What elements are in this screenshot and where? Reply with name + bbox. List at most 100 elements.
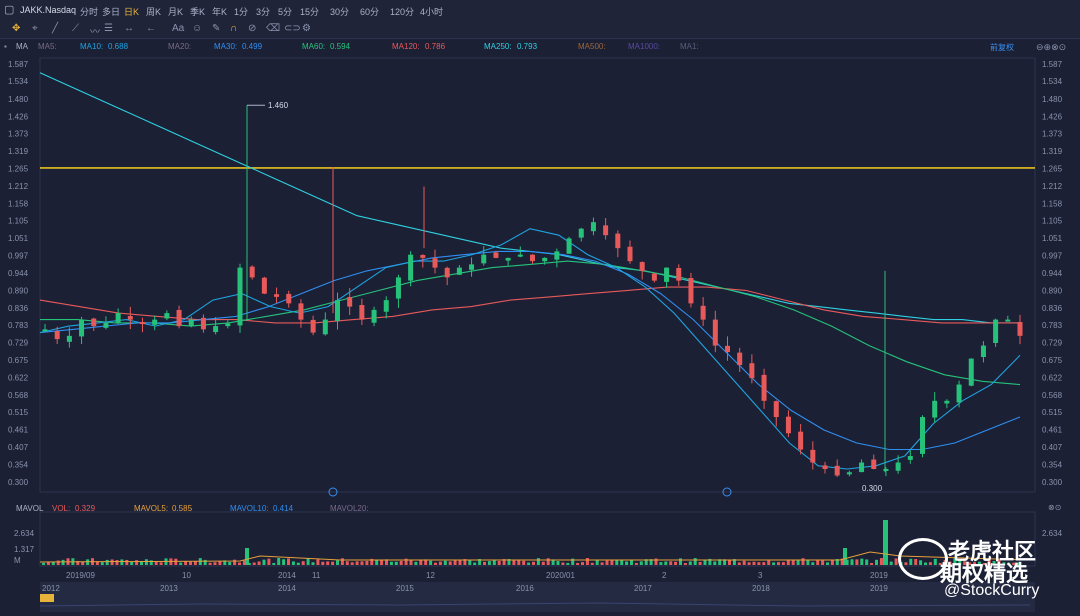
vol-bar-155 — [801, 558, 805, 565]
vol-bar-79 — [429, 560, 433, 565]
y-tick-left-5: 1.319 — [8, 147, 29, 156]
event-marker-2 — [722, 487, 732, 497]
ma-item-name-2[interactable]: MA20: — [168, 42, 192, 51]
candle-body-36 — [481, 254, 487, 264]
panel-buttons-icon[interactable]: ⊖⊕⊗⊙ — [1036, 42, 1067, 52]
ma-item-name-8[interactable]: MA1000: — [628, 42, 661, 51]
ma-item-name-3[interactable]: MA30: — [214, 42, 238, 51]
symbol-label[interactable]: JAKK.Nasdaq — [20, 5, 77, 15]
arrow-icon[interactable]: ← — [146, 23, 156, 34]
period-tab-14[interactable]: 4小时 — [420, 7, 444, 17]
period-tab-3[interactable]: 周K — [146, 7, 162, 17]
crosshair-icon[interactable]: ✥ — [12, 23, 21, 34]
pencil-icon[interactable]: ✎ — [212, 23, 221, 34]
emoji-icon[interactable]: ☺ — [192, 23, 203, 34]
ma-item-name-7[interactable]: MA500: — [578, 42, 606, 51]
candle-body-72 — [920, 417, 925, 454]
vol-item-name-0[interactable]: VOL: — [52, 504, 71, 513]
period-tab-13[interactable]: 120分 — [390, 7, 415, 17]
vol-item-name-3[interactable]: MAVOL20: — [330, 504, 369, 513]
vol-spike-1 — [245, 548, 249, 565]
vol-bar-199 — [1017, 562, 1021, 565]
vol-item-name-2[interactable]: MAVOL10: — [230, 504, 269, 513]
vol-bar-108 — [571, 558, 575, 565]
y-tick-right-20: 0.515 — [1042, 408, 1063, 417]
period-tab-5[interactable]: 季K — [190, 7, 206, 17]
vol-bar-168 — [865, 559, 869, 565]
x-label-bottom-4: 2016 — [516, 584, 534, 593]
vol-bar-116 — [610, 560, 614, 565]
vol-bar-11 — [95, 561, 99, 565]
period-tab-0[interactable]: 分时 — [80, 7, 99, 17]
vol-bar-112 — [590, 562, 594, 565]
candle-body-40 — [530, 254, 535, 262]
vol-bar-136 — [708, 558, 712, 565]
vol-bar-68 — [375, 560, 379, 565]
vol-bar-109 — [576, 562, 580, 565]
ma-item-name-5[interactable]: MA120: — [392, 42, 420, 51]
ma-toggle-icon[interactable]: ▪ — [4, 42, 7, 51]
mavol5-line — [39, 551, 1031, 563]
vol-bar-156 — [806, 560, 810, 565]
candle-body-63 — [810, 449, 816, 463]
line-icon[interactable]: ╱ — [52, 23, 59, 34]
ray-icon[interactable]: ⟋ — [72, 23, 79, 34]
measure-icon[interactable]: ↔ — [124, 23, 134, 34]
vol-bar-192 — [982, 562, 986, 565]
period-tab-2[interactable]: 日K — [124, 7, 140, 17]
period-tab-11[interactable]: 30分 — [330, 7, 350, 17]
ma-item-name-0[interactable]: MA5: — [38, 42, 57, 51]
drawing-toolbar: ✥ ⌖ ╱ ⟋ 〰 ☰ ↔ ← Aa ☺ ✎ ∩ ⊘ ⌫ ⊂⊃ ⚙ — [0, 20, 1080, 39]
lock-icon[interactable]: ⊘ — [248, 23, 257, 34]
magnet-icon[interactable]: ∩ — [230, 23, 238, 34]
vol-bar-40 — [238, 562, 241, 565]
window-icon[interactable]: ▢ — [4, 4, 15, 16]
period-tab-6[interactable]: 年K — [212, 7, 228, 17]
vol-bar-104 — [551, 559, 555, 565]
vol-bar-12 — [100, 562, 104, 565]
text-icon[interactable]: Aa — [172, 23, 185, 34]
vol-bar-53 — [301, 561, 305, 565]
vol-bar-118 — [620, 559, 624, 565]
y-tick-right-21: 0.461 — [1042, 426, 1063, 435]
period-tab-7[interactable]: 1分 — [234, 7, 249, 17]
wave-icon[interactable]: 〰 — [90, 27, 100, 38]
ma-item-name-9[interactable]: MA1: — [680, 42, 699, 51]
period-tab-12[interactable]: 60分 — [360, 7, 380, 17]
candle-body-53 — [688, 277, 694, 304]
ma-item-name-1[interactable]: MA10: — [80, 42, 104, 51]
cursor-icon[interactable]: ⌖ — [32, 23, 38, 34]
candle-body-12 — [188, 319, 194, 326]
channel-icon[interactable]: ☰ — [104, 23, 113, 34]
vol-item-name-1[interactable]: MAVOL5: — [134, 504, 169, 513]
vol-bar-97 — [517, 559, 521, 565]
period-tab-10[interactable]: 15分 — [300, 7, 320, 17]
period-tab-9[interactable]: 5分 — [278, 7, 293, 17]
candle-body-60 — [773, 401, 779, 418]
adjust-label[interactable]: 前复权 — [990, 43, 1014, 52]
vol-bar-61 — [340, 558, 344, 565]
period-tab-8[interactable]: 3分 — [256, 7, 271, 17]
vol-bar-22 — [149, 560, 153, 565]
period-tab-4[interactable]: 月K — [168, 7, 184, 17]
candle-body-2 — [66, 335, 72, 342]
vol-bar-157 — [811, 562, 815, 565]
trash-icon[interactable]: ⌫ — [266, 23, 281, 34]
x-label-top-2: 2014 — [278, 571, 296, 580]
vol-bar-41 — [242, 560, 246, 565]
link-icon[interactable]: ⊂⊃ — [284, 23, 301, 34]
y-tick-left-8: 1.158 — [8, 199, 29, 208]
ma-item-name-4[interactable]: MA60: — [302, 42, 326, 51]
vol-bar-74 — [404, 558, 408, 565]
vol-bar-52 — [296, 562, 300, 565]
period-tab-1[interactable]: 多日 — [102, 7, 121, 17]
y-tick-right-7: 1.212 — [1042, 182, 1063, 191]
vol-bar-114 — [600, 562, 604, 565]
ma-item-name-6[interactable]: MA250: — [484, 42, 512, 51]
settings-icon[interactable]: ⚙ — [302, 23, 311, 34]
vol-bar-195 — [997, 558, 1001, 565]
vol-bar-81 — [438, 561, 442, 565]
vol-close-icon[interactable]: ⊗⊙ — [1048, 503, 1062, 512]
vol-bar-193 — [987, 558, 991, 565]
